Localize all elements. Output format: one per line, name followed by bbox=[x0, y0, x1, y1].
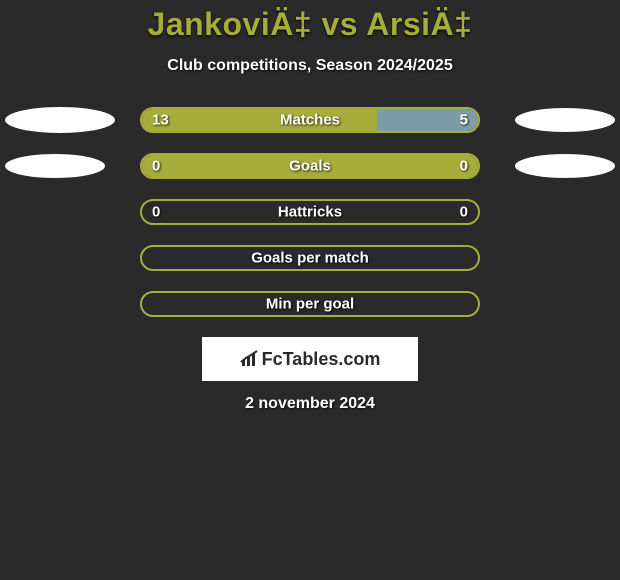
stat-bar bbox=[140, 153, 480, 179]
player-right-avatar bbox=[515, 108, 615, 132]
stat-bar-left bbox=[142, 109, 377, 131]
stat-value-left: 0 bbox=[152, 158, 160, 175]
stat-row: 135Matches bbox=[0, 107, 620, 133]
stat-bar bbox=[140, 291, 480, 317]
player-left-avatar bbox=[5, 107, 115, 133]
player-right-avatar bbox=[515, 154, 615, 178]
stat-row: Goals per match bbox=[0, 245, 620, 271]
page-title: JankoviÄ‡ vs ArsiÄ‡ bbox=[0, 6, 620, 43]
stat-value-left: 13 bbox=[152, 112, 169, 129]
stat-value-right: 5 bbox=[460, 112, 468, 129]
brand-chart-icon bbox=[240, 350, 262, 368]
stat-value-right: 0 bbox=[460, 158, 468, 175]
player-left-avatar bbox=[5, 154, 105, 178]
comparison-card: JankoviÄ‡ vs ArsiÄ‡ Club competitions, S… bbox=[0, 0, 620, 413]
stat-row: 00Hattricks bbox=[0, 199, 620, 225]
stat-value-right: 0 bbox=[460, 204, 468, 221]
stat-rows: 135Matches00Goals00HattricksGoals per ma… bbox=[0, 107, 620, 317]
stat-value-left: 0 bbox=[152, 204, 160, 221]
stat-row: 00Goals bbox=[0, 153, 620, 179]
stat-bar bbox=[140, 245, 480, 271]
snapshot-date: 2 november 2024 bbox=[0, 395, 620, 413]
subtitle: Club competitions, Season 2024/2025 bbox=[0, 57, 620, 75]
stat-bar-left bbox=[142, 155, 478, 177]
brand-text: FcTables.com bbox=[262, 349, 381, 370]
stat-bar bbox=[140, 199, 480, 225]
brand-box[interactable]: FcTables.com bbox=[202, 337, 418, 381]
stat-bar bbox=[140, 107, 480, 133]
stat-row: Min per goal bbox=[0, 291, 620, 317]
